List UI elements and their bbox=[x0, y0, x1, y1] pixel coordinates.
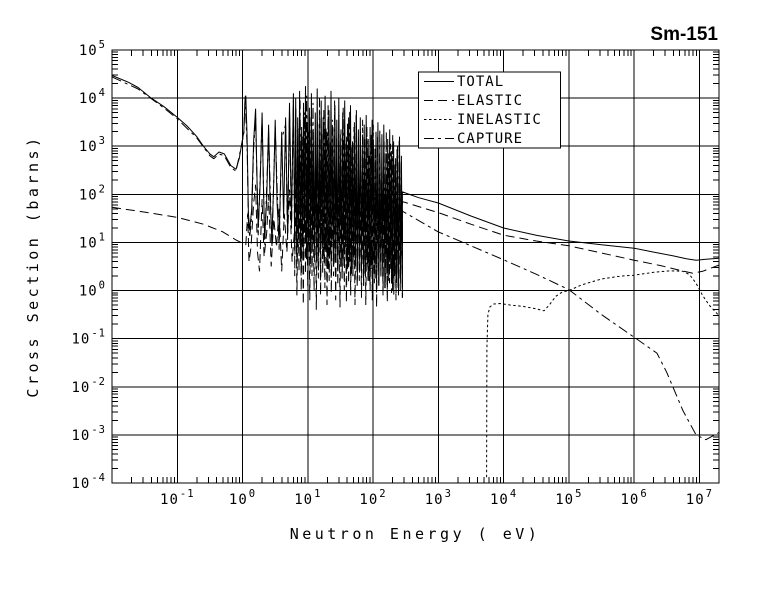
x-axis-label: Neutron Energy ( eV) bbox=[290, 525, 541, 543]
x-tick-label: 106 bbox=[621, 488, 648, 508]
x-tick-label: 105 bbox=[555, 488, 582, 508]
y-tick-label: 102 bbox=[79, 183, 106, 203]
x-tick-label: 103 bbox=[425, 488, 452, 508]
y-axis-label: Cross Section (barns) bbox=[24, 134, 42, 397]
x-tick-label: 104 bbox=[490, 488, 517, 508]
y-tick-label: 104 bbox=[79, 87, 106, 107]
y-tick-label: 100 bbox=[79, 280, 106, 300]
series-total-curve bbox=[111, 75, 719, 296]
x-tick-label: 10-1 bbox=[160, 488, 195, 508]
y-tick-label: 10-4 bbox=[71, 472, 106, 492]
y-tick-label: 101 bbox=[79, 231, 106, 251]
x-tick-label: 107 bbox=[686, 488, 713, 508]
legend-entry-label-capture: CAPTURE bbox=[457, 131, 523, 147]
series-inelastic-curve bbox=[486, 270, 720, 478]
plot-frame bbox=[111, 49, 720, 484]
x-tick-label: 101 bbox=[294, 488, 321, 508]
y-tick-label: 105 bbox=[79, 39, 106, 59]
legend-entry-label-total: TOTAL bbox=[457, 74, 504, 90]
series-capture-curve bbox=[111, 76, 720, 441]
x-tick-label: 100 bbox=[229, 488, 256, 508]
y-tick-label: 10-3 bbox=[71, 424, 106, 444]
y-tick-label: 10-2 bbox=[71, 376, 106, 396]
y-tick-label: 103 bbox=[79, 135, 106, 155]
legend-box bbox=[418, 71, 561, 149]
isotope-title: Sm-151 bbox=[650, 24, 718, 45]
legend-entry-label-elastic: ELASTIC bbox=[457, 93, 523, 109]
legend-entry-label-inelastic: INELASTIC bbox=[457, 112, 542, 128]
x-tick-label: 102 bbox=[359, 488, 386, 508]
series-elastic-curve bbox=[111, 165, 720, 310]
y-tick-label: 10-1 bbox=[71, 328, 106, 348]
